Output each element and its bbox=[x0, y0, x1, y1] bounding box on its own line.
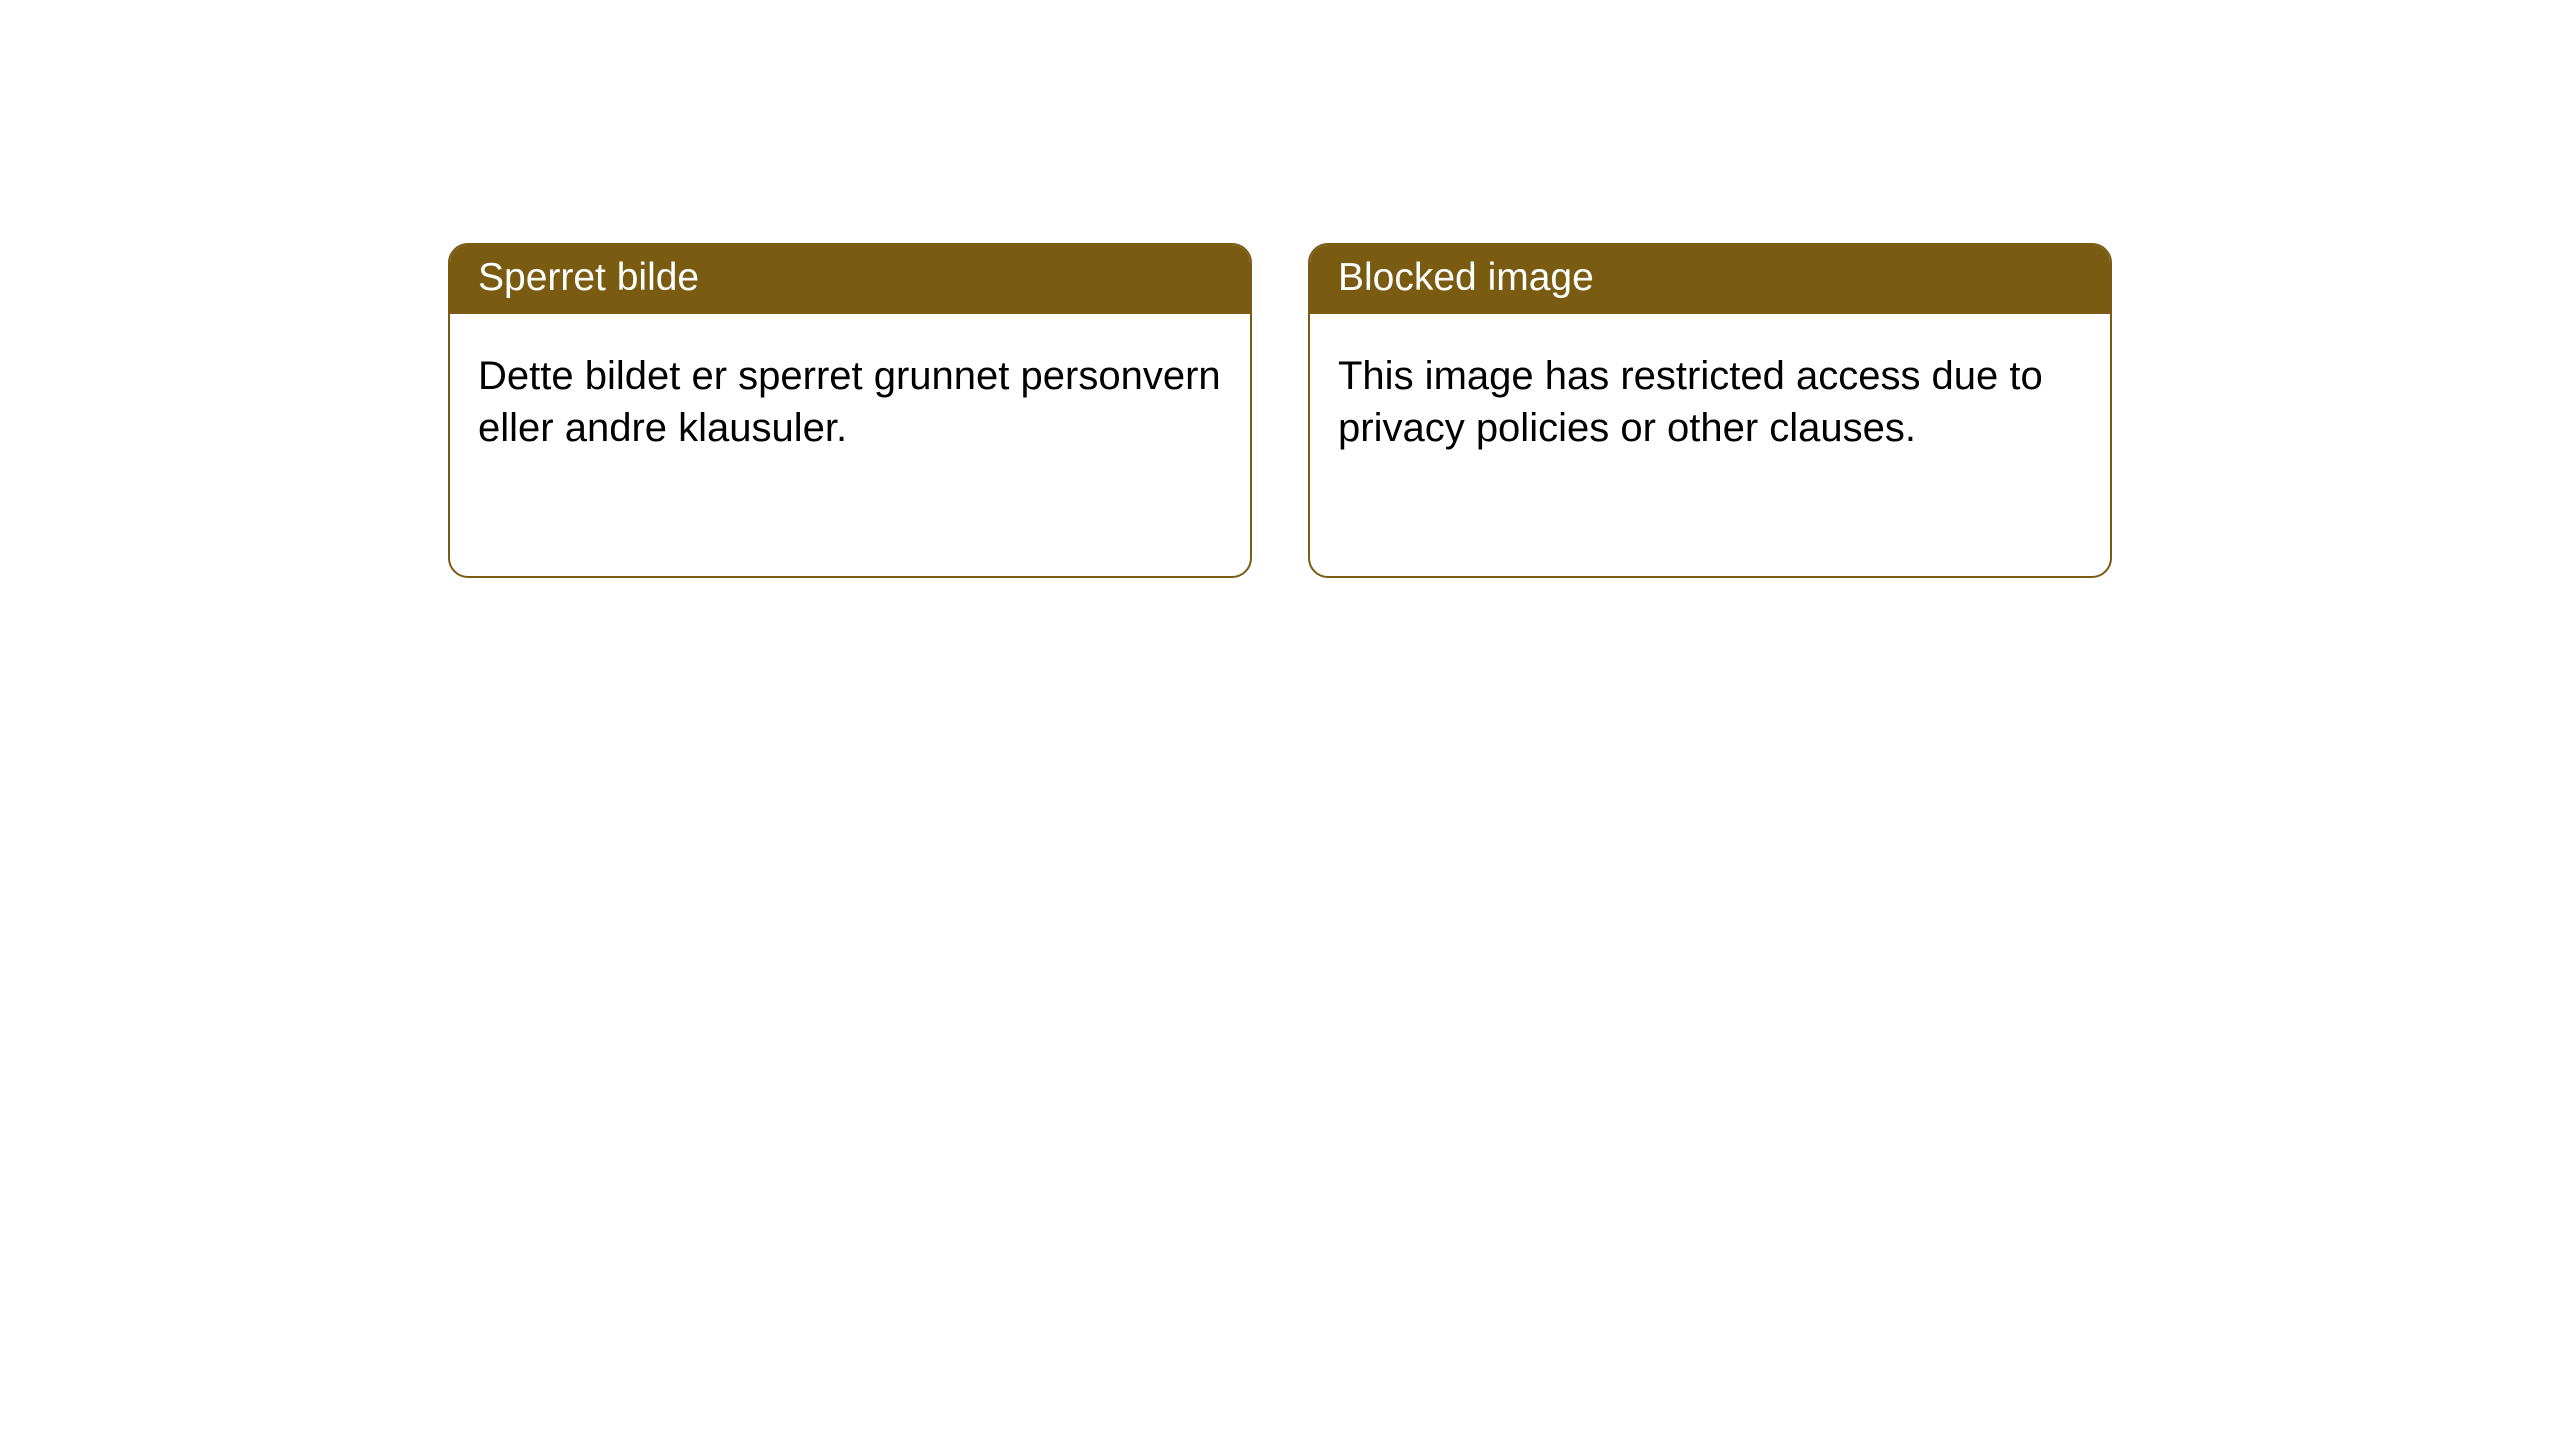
card-body-en: This image has restricted access due to … bbox=[1310, 314, 2110, 484]
blocked-image-card-en: Blocked image This image has restricted … bbox=[1308, 243, 2112, 578]
card-body-no: Dette bildet er sperret grunnet personve… bbox=[450, 314, 1250, 484]
card-title-no: Sperret bilde bbox=[450, 245, 1250, 314]
card-title-en: Blocked image bbox=[1310, 245, 2110, 314]
blocked-image-card-no: Sperret bilde Dette bildet er sperret gr… bbox=[448, 243, 1252, 578]
notice-container: Sperret bilde Dette bildet er sperret gr… bbox=[0, 0, 2560, 578]
